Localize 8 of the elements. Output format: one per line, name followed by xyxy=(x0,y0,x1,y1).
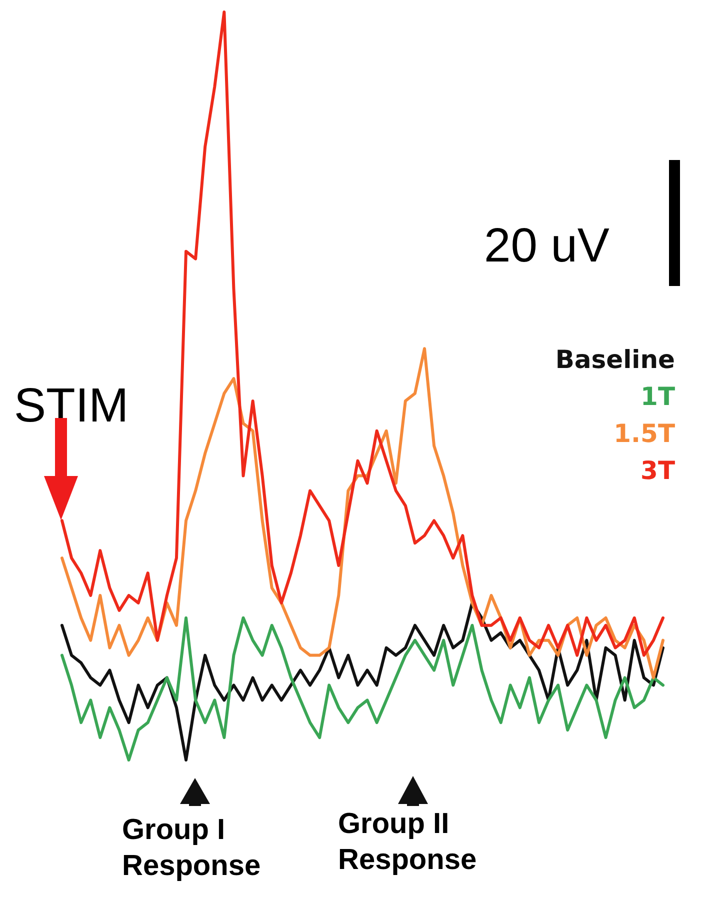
text: Group I Response xyxy=(122,814,261,882)
annotation: 20 uV xyxy=(484,220,610,272)
text: 3T xyxy=(640,456,675,485)
annotation: STIM xyxy=(14,380,129,432)
text: Group II Response xyxy=(338,808,477,876)
text: 1.5T xyxy=(614,419,675,448)
text: 1T xyxy=(640,382,675,411)
text: Baseline xyxy=(555,345,675,374)
